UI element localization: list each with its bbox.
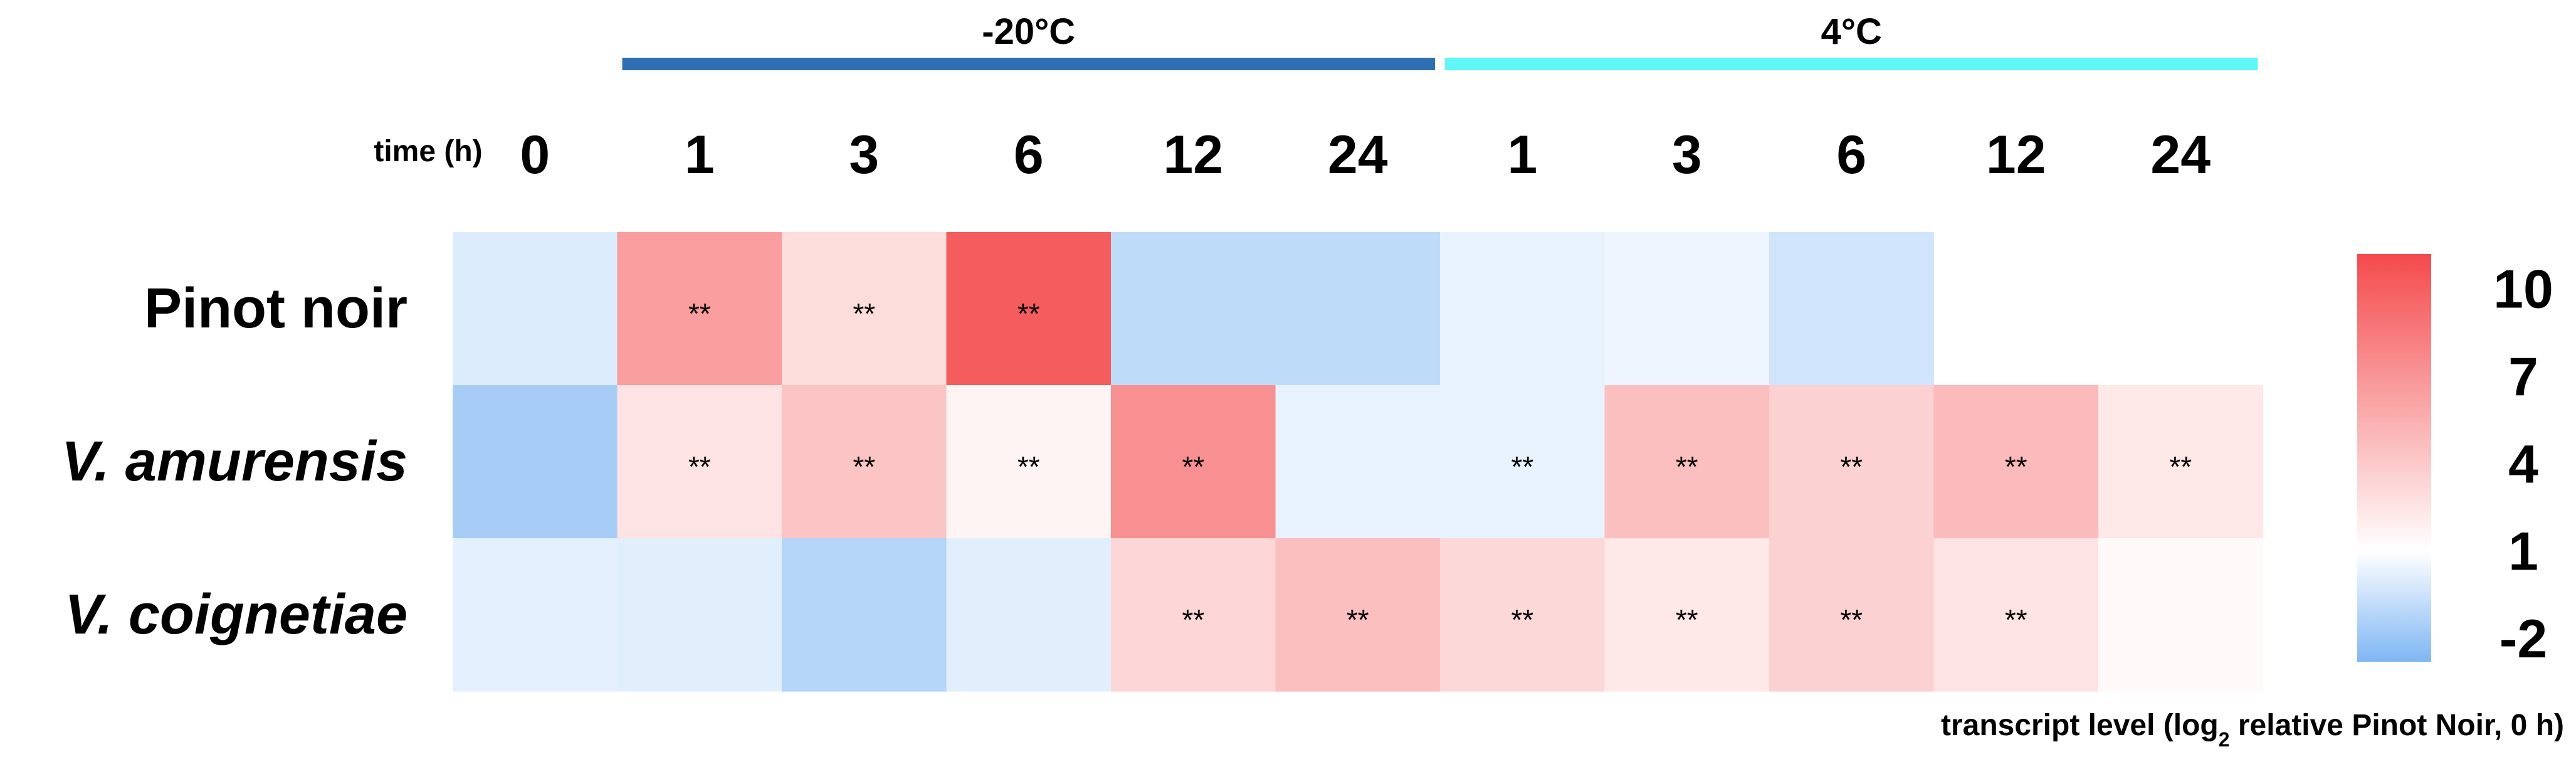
cell-r0-c1 bbox=[617, 232, 782, 386]
time-label-col-9: 12 bbox=[1986, 125, 2046, 185]
heatmap-cells bbox=[453, 232, 2264, 692]
significance-r0-c1: ** bbox=[688, 297, 711, 330]
colorbar-tick-2: 4 bbox=[2508, 434, 2538, 494]
cell-r2-c9 bbox=[1933, 538, 2099, 692]
row-label-pinot-noir: Pinot noir bbox=[144, 277, 407, 340]
significance-r1-c3: ** bbox=[1017, 450, 1040, 483]
colorbar-tick-3: 1 bbox=[2508, 522, 2538, 582]
time-label-col-4: 12 bbox=[1163, 125, 1223, 185]
time-column-labels: time (h) 0 1 3 6 12 24 1 3 6 12 24 bbox=[374, 125, 2211, 185]
time-axis-label: time (h) bbox=[374, 135, 482, 168]
significance-r1-c1: ** bbox=[688, 450, 711, 483]
cell-r1-c6 bbox=[1440, 385, 1606, 539]
significance-r0-c3: ** bbox=[1017, 297, 1040, 330]
colorbar-tick-0: 10 bbox=[2493, 260, 2553, 320]
cell-r2-c8 bbox=[1769, 538, 1935, 692]
significance-r2-c4: ** bbox=[1182, 603, 1204, 636]
cell-r1-c7 bbox=[1604, 385, 1770, 539]
significance-r2-c7: ** bbox=[1676, 603, 1698, 636]
significance-r1-c7: ** bbox=[1676, 450, 1698, 483]
cell-r2-c3 bbox=[946, 538, 1112, 692]
cell-r1-c8 bbox=[1769, 385, 1935, 539]
significance-r1-c6: ** bbox=[1511, 450, 1533, 483]
cell-r0-c0 bbox=[453, 232, 618, 386]
time-label-col-2: 3 bbox=[849, 125, 879, 185]
significance-r2-c8: ** bbox=[1840, 603, 1863, 636]
significance-r1-c10: ** bbox=[2169, 450, 2192, 483]
cell-r0-c5 bbox=[1275, 232, 1441, 386]
time-label-col-8: 6 bbox=[1836, 125, 1866, 185]
temperature-group-bars: -20°C 4°C bbox=[622, 11, 2258, 70]
colorbar-title-suffix: relative Pinot Noir, 0 h) bbox=[2230, 709, 2564, 742]
cell-r2-c5 bbox=[1275, 538, 1441, 692]
cell-r2-c10 bbox=[2098, 538, 2264, 692]
significance-r2-c6: ** bbox=[1511, 603, 1533, 636]
time-label-col-0: 0 bbox=[520, 125, 550, 185]
cell-r0-c8 bbox=[1769, 232, 1935, 386]
cell-r1-c0 bbox=[453, 385, 618, 539]
time-label-col-1: 1 bbox=[685, 125, 715, 185]
group-label-1: 4°C bbox=[1821, 11, 1882, 52]
significance-markers: ** ** ** ** ** ** ** ** ** ** ** ** ** ** ** ** ** ** bbox=[688, 297, 2192, 636]
row-label-v-coignetiae: V. coignetiae bbox=[65, 583, 407, 646]
cell-r0-c2 bbox=[782, 232, 947, 386]
group-label-0: -20°C bbox=[982, 11, 1075, 52]
cell-r1-c3 bbox=[946, 385, 1112, 539]
row-labels: Pinot noir V. amurensis V. coignetiae bbox=[61, 277, 407, 646]
cell-r2-c1 bbox=[617, 538, 782, 692]
colorbar-tick-labels: 10 7 4 1 -2 bbox=[2493, 260, 2553, 669]
time-label-col-6: 1 bbox=[1507, 125, 1537, 185]
cell-r1-c1 bbox=[617, 385, 782, 539]
significance-r1-c9: ** bbox=[2005, 450, 2027, 483]
group-bar-1 bbox=[1445, 58, 2258, 70]
cell-r1-c10 bbox=[2098, 385, 2264, 539]
colorbar-tick-4: -2 bbox=[2500, 609, 2547, 669]
cell-r0-c6 bbox=[1440, 232, 1606, 386]
cell-r2-c0 bbox=[453, 538, 618, 692]
colorbar-title: transcript level (log2 relative Pinot No… bbox=[1941, 709, 2564, 751]
cell-r2-c6 bbox=[1440, 538, 1606, 692]
cell-r2-c2 bbox=[782, 538, 947, 692]
colorbar bbox=[2357, 254, 2431, 662]
significance-r1-c4: ** bbox=[1182, 450, 1204, 483]
colorbar-title-prefix: transcript level (log bbox=[1941, 709, 2219, 742]
significance-r1-c2: ** bbox=[853, 450, 875, 483]
cell-r1-c5 bbox=[1275, 385, 1441, 539]
significance-r2-c5: ** bbox=[1347, 603, 1369, 636]
cell-r2-c4 bbox=[1111, 538, 1276, 692]
time-label-col-5: 24 bbox=[1328, 125, 1388, 185]
cell-r1-c2 bbox=[782, 385, 947, 539]
cell-r1-c4 bbox=[1111, 385, 1276, 539]
time-label-col-3: 6 bbox=[1014, 125, 1044, 185]
colorbar-gradient bbox=[2357, 254, 2431, 662]
cell-r0-c3 bbox=[946, 232, 1112, 386]
significance-r0-c2: ** bbox=[853, 297, 875, 330]
cell-r0-c4 bbox=[1111, 232, 1276, 386]
time-label-col-10: 24 bbox=[2150, 125, 2211, 185]
row-label-v-amurensis: V. amurensis bbox=[61, 430, 407, 493]
cell-r0-c7 bbox=[1604, 232, 1770, 386]
time-label-col-7: 3 bbox=[1672, 125, 1702, 185]
cell-r1-c9 bbox=[1933, 385, 2099, 539]
significance-r1-c8: ** bbox=[1840, 450, 1863, 483]
significance-r2-c9: ** bbox=[2005, 603, 2027, 636]
colorbar-title-subscript: 2 bbox=[2219, 728, 2230, 751]
cell-r2-c7 bbox=[1604, 538, 1770, 692]
group-bar-0 bbox=[622, 58, 1435, 70]
colorbar-tick-1: 7 bbox=[2508, 347, 2538, 407]
